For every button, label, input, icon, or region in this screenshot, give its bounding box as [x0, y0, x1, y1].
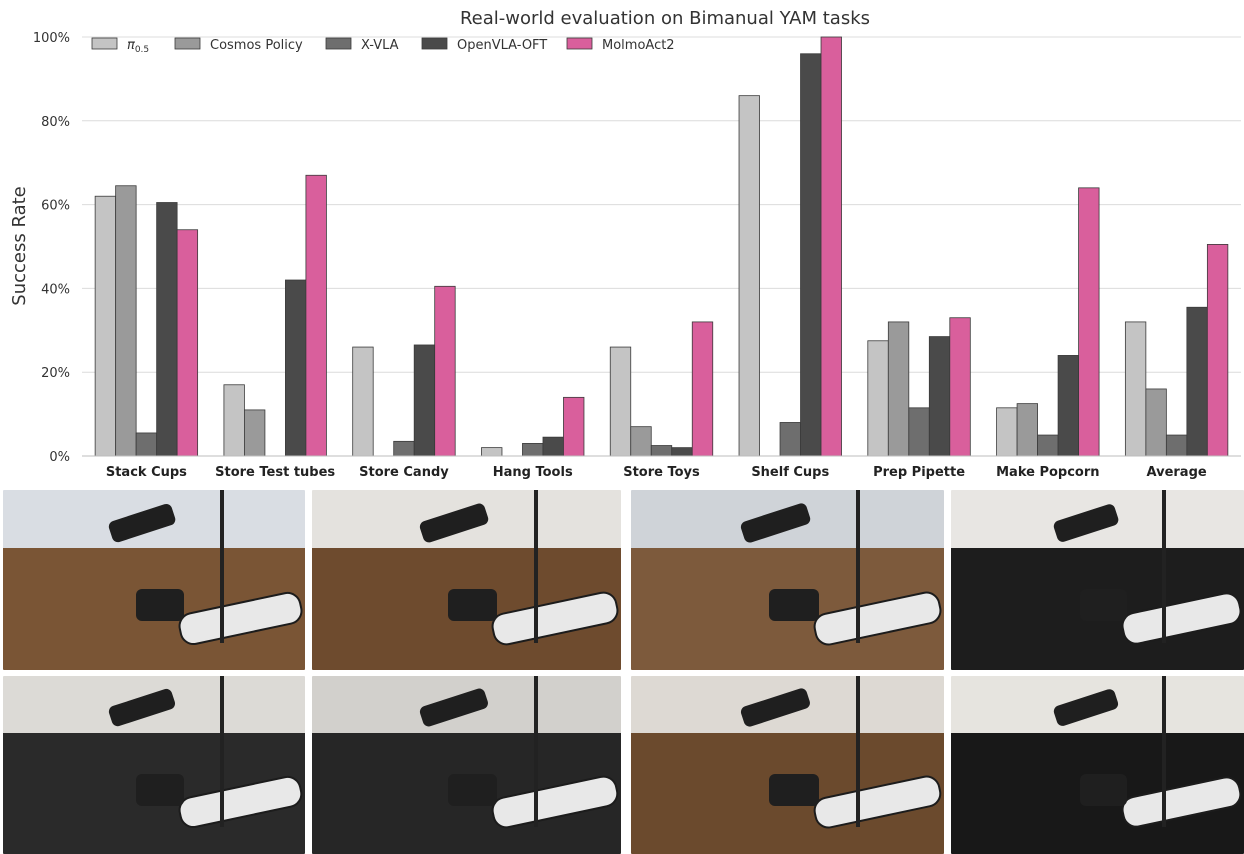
y-tick-label: 0%: [49, 450, 70, 465]
bar-chart: Real-world evaluation on Bimanual YAM ta…: [9, 8, 1241, 480]
x-tick-label: Prep Pipette: [873, 465, 965, 480]
robot-gripper: [1079, 589, 1127, 622]
axes: 0% 20% 40% 60% 80% 100% Stack Cups Store Test t…: [33, 31, 1241, 480]
bar--0-5-stack-cups: [94, 195, 117, 457]
bar-cosmos-policy-store-test-tubes: [244, 409, 266, 457]
bar-cosmos-policy-store-toys: [630, 426, 652, 457]
x-tick-label: Average: [1147, 465, 1207, 480]
bar-cosmos-policy-prep-pipette: [887, 321, 910, 457]
bar-x-vla-prep-pipette: [908, 407, 930, 457]
bar-cosmos-policy-stack-cups: [115, 185, 137, 457]
y-tick-label: 40%: [41, 282, 70, 297]
bar--0-5-store-candy: [352, 346, 374, 457]
bar-x-vla-shelf-cups: [779, 422, 801, 457]
bar-x-vla-hang-tools: [522, 443, 544, 457]
x-tick-label: Shelf Cups: [751, 465, 829, 480]
mount-pole: [220, 490, 225, 643]
bar--0-5-make-popcorn: [996, 407, 1018, 457]
bar-cosmos-policy-average: [1145, 388, 1167, 457]
mount-pole: [534, 490, 539, 643]
robot-gripper: [768, 589, 819, 622]
bar-openvla-oft-stack-cups: [156, 202, 178, 457]
bar-x-vla-average: [1165, 434, 1188, 457]
bar-molmoact2-store-candy: [434, 285, 456, 457]
bar-x-vla-store-candy: [393, 440, 415, 457]
bar-x-vla-stack-cups: [135, 432, 158, 457]
legend-label: MolmoAct2: [602, 38, 675, 53]
photo-test-tube-rack: [631, 490, 944, 670]
bar-x-vla-make-popcorn: [1037, 434, 1059, 457]
y-tick-label: 60%: [41, 199, 70, 214]
bar-openvla-oft-store-toys: [671, 447, 693, 457]
bar-openvla-oft-store-candy: [413, 344, 436, 457]
bar-molmoact2-store-test-tubes: [305, 174, 327, 457]
robot-gripper: [447, 589, 498, 622]
robot-gripper: [135, 589, 185, 622]
bar-openvla-oft-make-popcorn: [1057, 355, 1079, 457]
legend-label: OpenVLA-OFT: [457, 38, 547, 53]
chart-title: Real-world evaluation on Bimanual YAM ta…: [460, 8, 870, 29]
robot-gripper: [447, 773, 498, 806]
y-tick-label: 100%: [33, 31, 70, 46]
chart-svg: Real-world evaluation on Bimanual YAM ta…: [9, 8, 1241, 480]
bar-molmoact2-prep-pipette: [949, 317, 971, 457]
bar-molmoact2-hang-tools: [563, 396, 585, 457]
x-tick-label: Store Toys: [623, 465, 700, 480]
photo-colored-cups: [312, 490, 621, 670]
legend-swatch: [566, 37, 593, 50]
bar-molmoact2-stack-cups: [176, 229, 199, 457]
y-tick-label: 20%: [41, 366, 70, 381]
x-tick-label: Store Candy: [359, 465, 449, 480]
photo-pegboard-tools: [312, 676, 621, 854]
bar-molmoact2-make-popcorn: [1078, 187, 1100, 457]
x-tick-label: Store Test tubes: [215, 465, 335, 480]
y-tick-label: 80%: [41, 115, 70, 130]
mount-pole: [856, 490, 861, 643]
bar--0-5-hang-tools: [481, 447, 503, 457]
bar-openvla-oft-shelf-cups: [800, 53, 822, 457]
photo-sink-cups: [951, 490, 1244, 670]
photo-shelf-toys: [951, 676, 1244, 854]
robot-gripper: [1079, 773, 1127, 806]
photo-store-candy: [631, 676, 944, 854]
photo-stack-cups: [3, 490, 305, 670]
bar--0-5-store-toys: [609, 346, 632, 457]
robot-gripper: [768, 773, 819, 806]
legend-swatch: [91, 37, 118, 50]
legend-label: π0.5: [127, 38, 149, 55]
bar-openvla-oft-hang-tools: [542, 436, 564, 457]
y-axis-label: Success Rate: [9, 186, 30, 305]
legend: π0.5 Cosmos Policy X-VLA OpenVLA-OFT MolmoAc…: [91, 37, 675, 55]
legend-label: X-VLA: [361, 38, 399, 53]
bar--0-5-shelf-cups: [738, 95, 760, 457]
bar-x-vla-store-toys: [650, 445, 673, 457]
bar-openvla-oft-prep-pipette: [928, 336, 951, 457]
mount-pole: [220, 676, 225, 828]
legend-swatch: [325, 37, 352, 50]
bar-cosmos-policy-make-popcorn: [1016, 403, 1038, 457]
mount-pole: [1161, 490, 1166, 643]
legend-swatch: [421, 37, 448, 50]
bar-molmoact2-store-toys: [691, 321, 714, 457]
bar-openvla-oft-average: [1186, 306, 1208, 457]
photo-microwave-popcorn: [3, 676, 305, 854]
x-tick-label: Stack Cups: [106, 465, 187, 480]
bar--0-5-store-test-tubes: [223, 384, 245, 457]
x-tick-label: Hang Tools: [493, 465, 573, 480]
bar-molmoact2-shelf-cups: [820, 36, 842, 457]
robot-gripper: [135, 773, 185, 806]
x-tick-label: Make Popcorn: [996, 465, 1099, 480]
mount-pole: [534, 676, 539, 828]
mount-pole: [1161, 676, 1166, 828]
bar--0-5-prep-pipette: [867, 340, 889, 457]
bar-openvla-oft-store-test-tubes: [285, 279, 307, 457]
mount-pole: [856, 676, 861, 828]
task-photo-grid: [0, 490, 1244, 854]
bars: [94, 36, 1229, 457]
legend-label: Cosmos Policy: [210, 38, 303, 53]
bar-molmoact2-average: [1206, 244, 1229, 457]
bar--0-5-average: [1124, 321, 1147, 457]
legend-swatch: [174, 37, 201, 50]
